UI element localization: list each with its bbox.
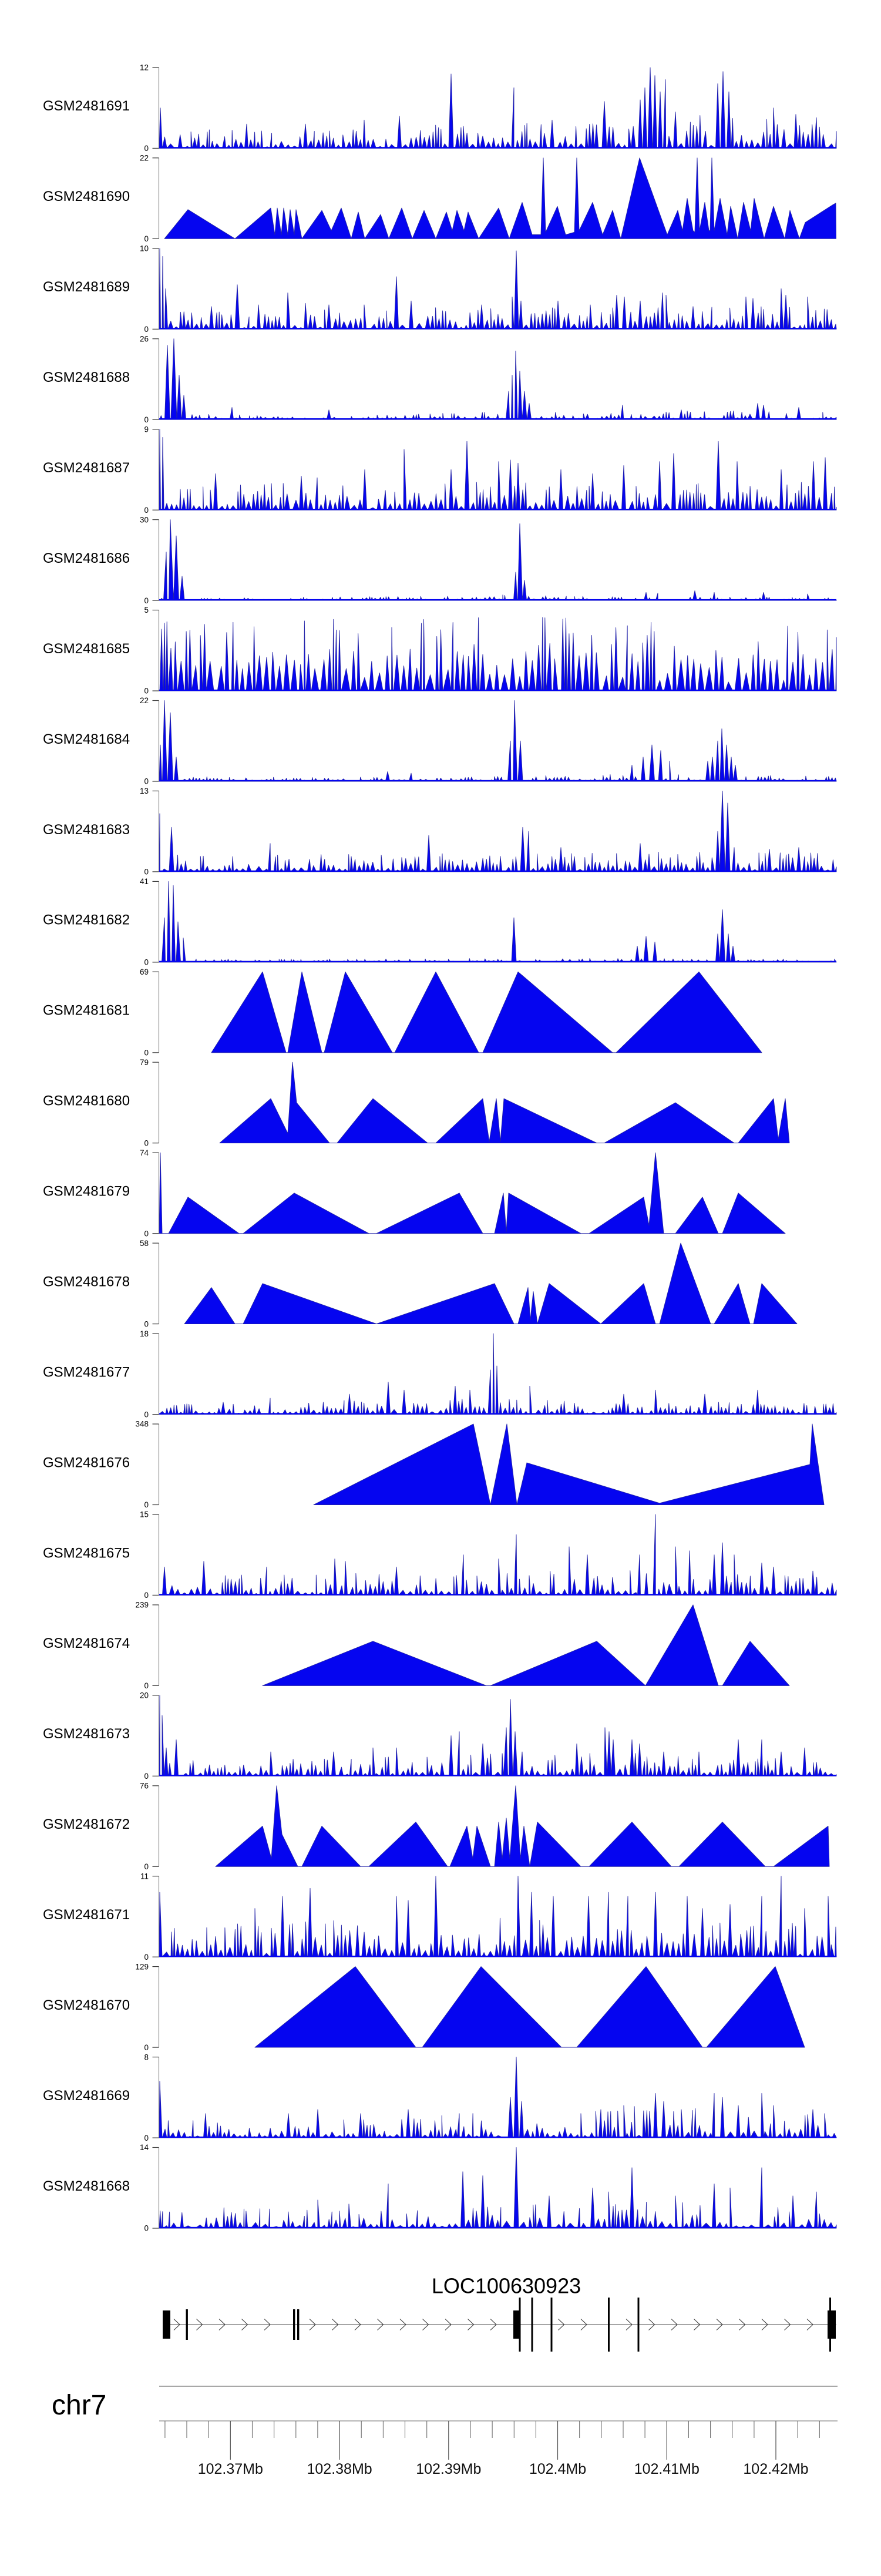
svg-text:GSM2481684: GSM2481684 [43,731,130,747]
svg-text:348: 348 [135,1420,149,1429]
svg-text:22: 22 [140,154,149,163]
svg-text:GSM2481689: GSM2481689 [43,279,130,295]
svg-text:0: 0 [144,144,149,153]
svg-text:GSM2481683: GSM2481683 [43,822,130,838]
svg-text:58: 58 [140,1239,149,1248]
svg-text:239: 239 [135,1601,149,1610]
svg-text:GSM2481678: GSM2481678 [43,1274,130,1290]
svg-text:0: 0 [144,2134,149,2142]
svg-text:22: 22 [140,696,149,705]
svg-text:GSM2481691: GSM2481691 [43,98,130,114]
svg-text:129: 129 [135,1962,149,1971]
svg-text:102.39Mb: 102.39Mb [416,2461,481,2477]
svg-text:8: 8 [144,2053,149,2061]
svg-text:0: 0 [144,2224,149,2233]
svg-text:GSM2481676: GSM2481676 [43,1455,130,1470]
svg-text:0: 0 [144,2043,149,2052]
svg-text:79: 79 [140,1058,149,1067]
svg-text:10: 10 [140,244,149,253]
svg-text:15: 15 [140,1510,149,1519]
svg-text:0: 0 [144,234,149,243]
svg-text:GSM2481681: GSM2481681 [43,1003,130,1019]
svg-text:102.38Mb: 102.38Mb [307,2461,372,2477]
svg-text:GSM2481672: GSM2481672 [43,1816,130,1832]
svg-text:0: 0 [144,1862,149,1871]
svg-text:GSM2481686: GSM2481686 [43,550,130,566]
svg-text:GSM2481675: GSM2481675 [43,1545,130,1561]
svg-text:41: 41 [140,877,149,886]
svg-text:26: 26 [140,334,149,343]
svg-text:GSM2481677: GSM2481677 [43,1364,130,1380]
svg-text:0: 0 [144,1772,149,1781]
svg-text:69: 69 [140,968,149,976]
svg-text:20: 20 [140,1691,149,1700]
svg-text:9: 9 [144,425,149,434]
svg-text:0: 0 [144,1681,149,1690]
svg-text:0: 0 [144,1229,149,1238]
svg-text:102.37Mb: 102.37Mb [198,2461,263,2477]
svg-text:0: 0 [144,777,149,786]
svg-text:GSM2481690: GSM2481690 [43,189,130,204]
svg-text:chr7: chr7 [52,2390,106,2421]
svg-text:LOC100630923: LOC100630923 [432,2274,581,2298]
svg-text:102.4Mb: 102.4Mb [529,2461,586,2477]
svg-text:0: 0 [144,1049,149,1057]
svg-text:GSM2481670: GSM2481670 [43,1997,130,2013]
svg-text:0: 0 [144,1138,149,1147]
svg-text:0: 0 [144,1500,149,1509]
svg-text:0: 0 [144,415,149,424]
svg-text:0: 0 [144,1591,149,1600]
svg-text:GSM2481680: GSM2481680 [43,1093,130,1109]
svg-text:18: 18 [140,1329,149,1338]
svg-text:0: 0 [144,506,149,515]
svg-text:GSM2481682: GSM2481682 [43,912,130,928]
svg-text:13: 13 [140,787,149,795]
svg-text:GSM2481674: GSM2481674 [43,1635,130,1651]
svg-text:0: 0 [144,1319,149,1328]
svg-text:5: 5 [144,606,149,614]
svg-text:14: 14 [140,2143,149,2152]
svg-text:0: 0 [144,596,149,605]
svg-text:GSM2481688: GSM2481688 [43,370,130,385]
svg-text:GSM2481669: GSM2481669 [43,2088,130,2104]
svg-text:GSM2481673: GSM2481673 [43,1726,130,1742]
svg-text:GSM2481687: GSM2481687 [43,460,130,476]
svg-text:76: 76 [140,1782,149,1791]
svg-text:0: 0 [144,687,149,696]
svg-text:0: 0 [144,958,149,967]
svg-text:0: 0 [144,868,149,876]
svg-text:102.41Mb: 102.41Mb [634,2461,700,2477]
svg-text:GSM2481685: GSM2481685 [43,641,130,657]
svg-text:12: 12 [140,63,149,72]
svg-text:74: 74 [140,1148,149,1157]
svg-text:GSM2481679: GSM2481679 [43,1184,130,1200]
svg-text:GSM2481668: GSM2481668 [43,2178,130,2194]
svg-text:0: 0 [144,325,149,334]
svg-text:0: 0 [144,1953,149,1962]
svg-text:0: 0 [144,1410,149,1419]
svg-text:GSM2481671: GSM2481671 [43,1907,130,1923]
svg-text:30: 30 [140,515,149,524]
svg-text:102.42Mb: 102.42Mb [743,2461,808,2477]
svg-text:11: 11 [140,1872,149,1880]
